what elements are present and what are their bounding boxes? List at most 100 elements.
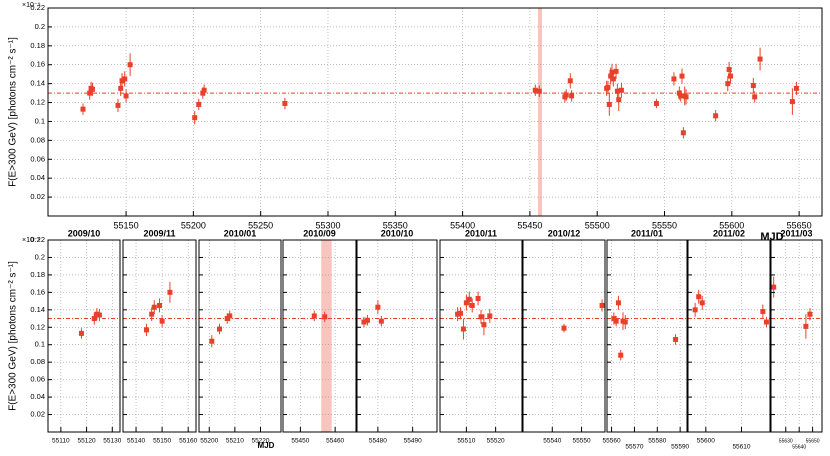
panel-title: 2011/02 [713, 228, 745, 238]
plot-area [308, 240, 522, 432]
plot-frame [356, 239, 438, 433]
data-point [89, 86, 95, 92]
x-tick-label: 55600 [697, 438, 715, 445]
data-point [322, 314, 328, 320]
data-point [563, 92, 569, 98]
data-point [725, 81, 731, 87]
y-tick-label: 0.06 [30, 154, 45, 163]
x-tick-label: 55600 [719, 220, 744, 230]
data-point [378, 318, 384, 324]
x-tick-label: 55500 [585, 220, 610, 230]
x-tick-label: 55120 [78, 438, 96, 445]
y-tick-label: 0.16 [30, 287, 45, 296]
data-point [611, 316, 617, 322]
plot-area [552, 240, 822, 432]
data-point [807, 311, 813, 317]
data-point [455, 311, 461, 317]
data-point [752, 94, 758, 100]
x-tick-label: 55160 [179, 438, 197, 445]
data-point [561, 325, 567, 331]
y-tick-label: 0.18 [30, 270, 45, 279]
x-tick-label: 55570 [625, 444, 643, 451]
plot-area [48, 8, 822, 216]
x-tick-label: 55130 [103, 438, 121, 445]
x-tick-label: 55560 [603, 438, 621, 445]
data-point [227, 313, 233, 319]
y-tick-label: 0.22 [30, 235, 45, 244]
data-point [311, 313, 317, 319]
data-point [119, 78, 125, 84]
x-tick-label: 55460 [326, 438, 344, 445]
data-point [614, 88, 620, 94]
plot-frame [439, 239, 523, 433]
data-point [487, 313, 493, 319]
y-tick-label: 0.14 [30, 305, 45, 314]
plot-area [357, 240, 437, 432]
x-tick-label: 55250 [248, 220, 273, 230]
y-multiplier: ×10⁻⁹ [22, 2, 41, 9]
data-point [671, 76, 677, 82]
data-point [192, 115, 198, 121]
data-point [91, 316, 97, 322]
data-point [209, 338, 215, 344]
panel-title: 2010/11 [465, 228, 497, 238]
data-point [793, 85, 799, 91]
y-tick-label: 0.16 [30, 60, 45, 69]
shaded-band [374, 240, 381, 432]
data-point [696, 294, 702, 300]
x-tick-label: 55140 [127, 438, 145, 445]
plot-area [688, 240, 770, 432]
plot-frame [122, 239, 197, 433]
data-point [679, 73, 685, 79]
data-point [87, 90, 93, 96]
y-tick-label: 0.02 [30, 192, 45, 201]
data-point [536, 88, 542, 94]
data-point [167, 289, 173, 295]
y-tick-label: 0.14 [30, 79, 45, 88]
data-point [653, 100, 659, 106]
data-point [757, 56, 763, 62]
panel-title: 2010/12 [548, 228, 581, 238]
data-point [151, 304, 157, 310]
data-point [622, 319, 628, 325]
x-tick-label: 55490 [404, 438, 422, 445]
plot-frame [770, 239, 823, 433]
panel-title: 2011/01 [631, 228, 663, 238]
x-tick-label: 55400 [450, 220, 475, 230]
y-tick-label: 0.02 [30, 410, 45, 419]
y-tick-label: 0.08 [30, 135, 45, 144]
shaded-band [306, 240, 315, 432]
plot-frame [198, 239, 282, 433]
x-axis-label-bottom: MJD [258, 441, 275, 450]
x-tick-label: 55610 [732, 444, 750, 451]
data-point [200, 90, 206, 96]
y-tick-label: 0.12 [30, 322, 45, 331]
y-tick-label: 0.12 [30, 98, 45, 107]
y-tick-label: 0.2 [35, 22, 45, 31]
data-point [149, 311, 155, 317]
panel-title: 2011/03 [780, 228, 812, 238]
data-point [122, 76, 128, 82]
data-point [159, 318, 165, 324]
x-tick-label: 55200 [181, 220, 206, 230]
x-tick-label: 55110 [52, 438, 70, 445]
shaded-band [552, 240, 556, 432]
x-tick-label: 55650 [806, 438, 820, 444]
data-point [789, 99, 795, 105]
plot-frame [47, 7, 823, 217]
plot-frame [282, 239, 357, 433]
data-point [599, 302, 605, 308]
y-axis-label: F(E>300 GeV) [photons cm⁻² s⁻¹] [8, 37, 19, 187]
data-point [460, 326, 466, 332]
x-tick-label: 55550 [652, 220, 677, 230]
x-tick-label: 55350 [383, 220, 408, 230]
plot-frame [47, 239, 121, 433]
panel-title: 2009/11 [143, 228, 175, 238]
data-point [78, 330, 84, 336]
data-point [699, 300, 705, 306]
shaded-band [308, 240, 317, 432]
data-point [608, 73, 614, 79]
data-point [726, 66, 732, 72]
panel-title: 2009/10 [68, 228, 101, 238]
data-point [469, 302, 475, 308]
